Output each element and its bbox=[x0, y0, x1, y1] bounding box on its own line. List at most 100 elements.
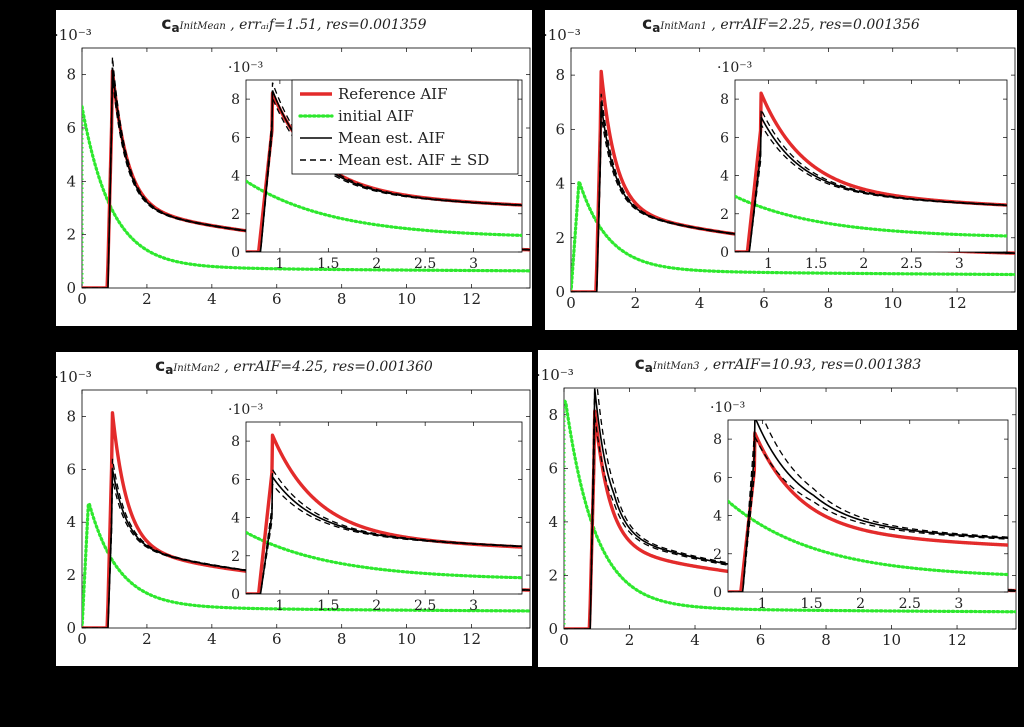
p2-main-ytick-label: 4 bbox=[555, 175, 565, 193]
p3-main-frame bbox=[81, 389, 531, 629]
p2-inset-exponent-label: ·10⁻³ bbox=[717, 60, 752, 76]
p1-inset-xtick-label: 3 bbox=[469, 256, 478, 272]
panel-title: caInitMan2 , errAIF=4.25, res=0.001360 bbox=[56, 356, 532, 377]
title-symbol: c bbox=[642, 14, 653, 34]
title-label: InitMan3 bbox=[652, 361, 700, 372]
p3-inset-series-initial-aif bbox=[246, 530, 522, 580]
p4-inset-ytick-label: 4 bbox=[713, 509, 722, 525]
p3-inset-ytick-label: 2 bbox=[231, 549, 240, 565]
p3-inset-plot: 1 1.5 2 2.5 3 0 2 4 6 8 ·10⁻³ bbox=[228, 402, 523, 614]
p4-main-exponent-label: ·10⁻³ bbox=[538, 366, 574, 384]
p2-inset-series-initial-aif bbox=[735, 194, 1007, 238]
p1-inset-ytick-label: 0 bbox=[231, 245, 240, 261]
p1-main-xtick-label: 0 bbox=[77, 290, 87, 308]
p4-main-ytick-label: 8 bbox=[548, 406, 558, 424]
p4-inset-series-sd-upper bbox=[728, 420, 1008, 592]
p2-main-xtick-label: 6 bbox=[759, 294, 769, 312]
p2-main-xtick-label: 12 bbox=[948, 294, 967, 312]
p2-main-xtick-label: 10 bbox=[883, 294, 902, 312]
p3-inset-xtick-label: 2 bbox=[372, 598, 381, 614]
p4-main-xtick-label: 2 bbox=[625, 631, 635, 649]
p1-inset-ytick-label: 2 bbox=[231, 207, 240, 223]
p1-inset-ytick-label: 8 bbox=[231, 92, 240, 108]
title-metrics: , errAIF=10.93, res=0.001383 bbox=[699, 357, 922, 373]
p4-main-ytick-label: 2 bbox=[548, 566, 558, 584]
p4-main-ytick-label: 0 bbox=[548, 620, 558, 638]
p1-main-ytick-label: 4 bbox=[66, 172, 76, 190]
p3-inset-ytick-label: 4 bbox=[231, 511, 240, 527]
p1-main-series-initial-aif bbox=[82, 105, 530, 273]
p3-main-xtick-label: 10 bbox=[397, 630, 416, 648]
p4-inset-ytick-label: 8 bbox=[713, 432, 722, 448]
p3-main-xtick-label: 4 bbox=[207, 630, 217, 648]
p4-inset-xtick-label: 2.5 bbox=[899, 596, 921, 612]
p4-main-xtick-label: 12 bbox=[947, 631, 966, 649]
p3-inset-exponent-label: ·10⁻³ bbox=[228, 402, 263, 418]
p4-main-series-initial-aif bbox=[564, 399, 1016, 614]
p1-inset-xtick-label: 2 bbox=[372, 256, 381, 272]
p3-main-xtick-label: 8 bbox=[337, 630, 347, 648]
title-symbol: c bbox=[155, 356, 166, 376]
chart-svg: 0 2 4 6 8 10 12 0 2 4 6 8 ·10⁻³ 1 1.5 2 2.5 3 0 2 4 6 8 ·10⁻³ bbox=[538, 366, 1017, 649]
p2-inset-ytick-label: 0 bbox=[720, 245, 729, 261]
p3-inset-xtick-label: 2.5 bbox=[414, 598, 436, 614]
p2-inset-xtick-label: 2.5 bbox=[900, 256, 922, 272]
chart-panel-1: caInitMean , errₐᵢf=1.51, res=0.001359 0 2… bbox=[56, 10, 532, 326]
p2-main-ytick-label: 2 bbox=[555, 229, 565, 247]
p2-main-xtick-label: 4 bbox=[695, 294, 705, 312]
title-label: InitMan1 bbox=[660, 21, 707, 32]
p2-main-ytick-label: 6 bbox=[555, 120, 565, 138]
p3-main-series-initial-aif bbox=[82, 498, 530, 628]
p3-main-series-sd-lower bbox=[82, 478, 530, 628]
title-label: InitMean bbox=[179, 21, 226, 32]
p2-inset-ytick-label: 8 bbox=[720, 92, 729, 108]
p3-inset-ytick-label: 8 bbox=[231, 434, 240, 450]
chart-panel-3: caInitMan2 , errAIF=4.25, res=0.001360 0 2… bbox=[56, 352, 532, 666]
p4-inset-xtick-label: 1 bbox=[758, 596, 767, 612]
p3-inset-xtick-label: 1.5 bbox=[317, 598, 339, 614]
p4-main-xtick-label: 8 bbox=[821, 631, 831, 649]
p4-inset-xtick-label: 3 bbox=[954, 596, 963, 612]
p1-main-xtick-label: 6 bbox=[272, 290, 282, 308]
p2-inset-frame bbox=[734, 79, 1008, 253]
p4-inset-ytick-label: 0 bbox=[713, 585, 722, 601]
p4-inset-frame bbox=[727, 419, 1009, 593]
p4-main-frame bbox=[563, 387, 1017, 630]
title-metrics: , errₐᵢf=1.51, res=0.001359 bbox=[225, 17, 427, 33]
p2-inset-series-sd-lower bbox=[735, 122, 1007, 252]
p1-main-xtick-label: 2 bbox=[142, 290, 152, 308]
chart-panel-2: caInitMan1 , errAIF=2.25, res=0.001356 0 2… bbox=[545, 10, 1017, 330]
p1-main-xtick-label: 10 bbox=[397, 290, 416, 308]
panel-title: caInitMan3 , errAIF=10.93, res=0.001383 bbox=[538, 354, 1018, 375]
title-label: InitMan2 bbox=[173, 363, 220, 374]
p4-inset-xtick-label: 1.5 bbox=[800, 596, 822, 612]
p2-inset-series-mean-est-aif bbox=[735, 116, 1007, 252]
p3-inset-series-sd-upper bbox=[246, 467, 522, 594]
title-metrics: , errAIF=2.25, res=0.001356 bbox=[706, 17, 920, 33]
panel-title: caInitMean , errₐᵢf=1.51, res=0.001359 bbox=[56, 14, 532, 35]
legend-label: Reference AIF bbox=[338, 85, 448, 103]
p2-main-exponent-label: ·10⁻³ bbox=[545, 26, 581, 44]
p3-inset-xtick-label: 1 bbox=[275, 598, 284, 614]
p1-main-xtick-label: 4 bbox=[207, 290, 217, 308]
p1-main-ytick-label: 6 bbox=[66, 119, 76, 137]
legend: Reference AIF initial AIF Mean est. AIF Mea… bbox=[291, 79, 519, 175]
p2-main-series-initial-aif bbox=[571, 175, 1015, 292]
p4-main-xtick-label: 0 bbox=[559, 631, 569, 649]
p3-main-xtick-label: 12 bbox=[462, 630, 481, 648]
title-symbol: c bbox=[161, 14, 172, 34]
title-subscript: a bbox=[644, 361, 653, 375]
p1-inset-series-initial-aif bbox=[246, 179, 522, 237]
p2-main-xtick-label: 0 bbox=[566, 294, 576, 312]
p2-inset-ytick-label: 2 bbox=[720, 207, 729, 223]
p1-inset-xtick-label: 2.5 bbox=[414, 256, 436, 272]
p1-inset-exponent-label: ·10⁻³ bbox=[228, 60, 263, 76]
p2-inset-xtick-label: 3 bbox=[955, 256, 964, 272]
p1-main-xtick-label: 12 bbox=[462, 290, 481, 308]
p3-inset-ytick-label: 6 bbox=[231, 472, 240, 488]
legend-label: Mean est. AIF ± SD bbox=[338, 151, 489, 169]
p1-inset-ytick-label: 6 bbox=[231, 130, 240, 146]
p3-main-ytick-label: 0 bbox=[66, 619, 76, 637]
p3-inset-series-mean-est-aif bbox=[246, 474, 522, 594]
title-subscript: a bbox=[165, 363, 174, 377]
